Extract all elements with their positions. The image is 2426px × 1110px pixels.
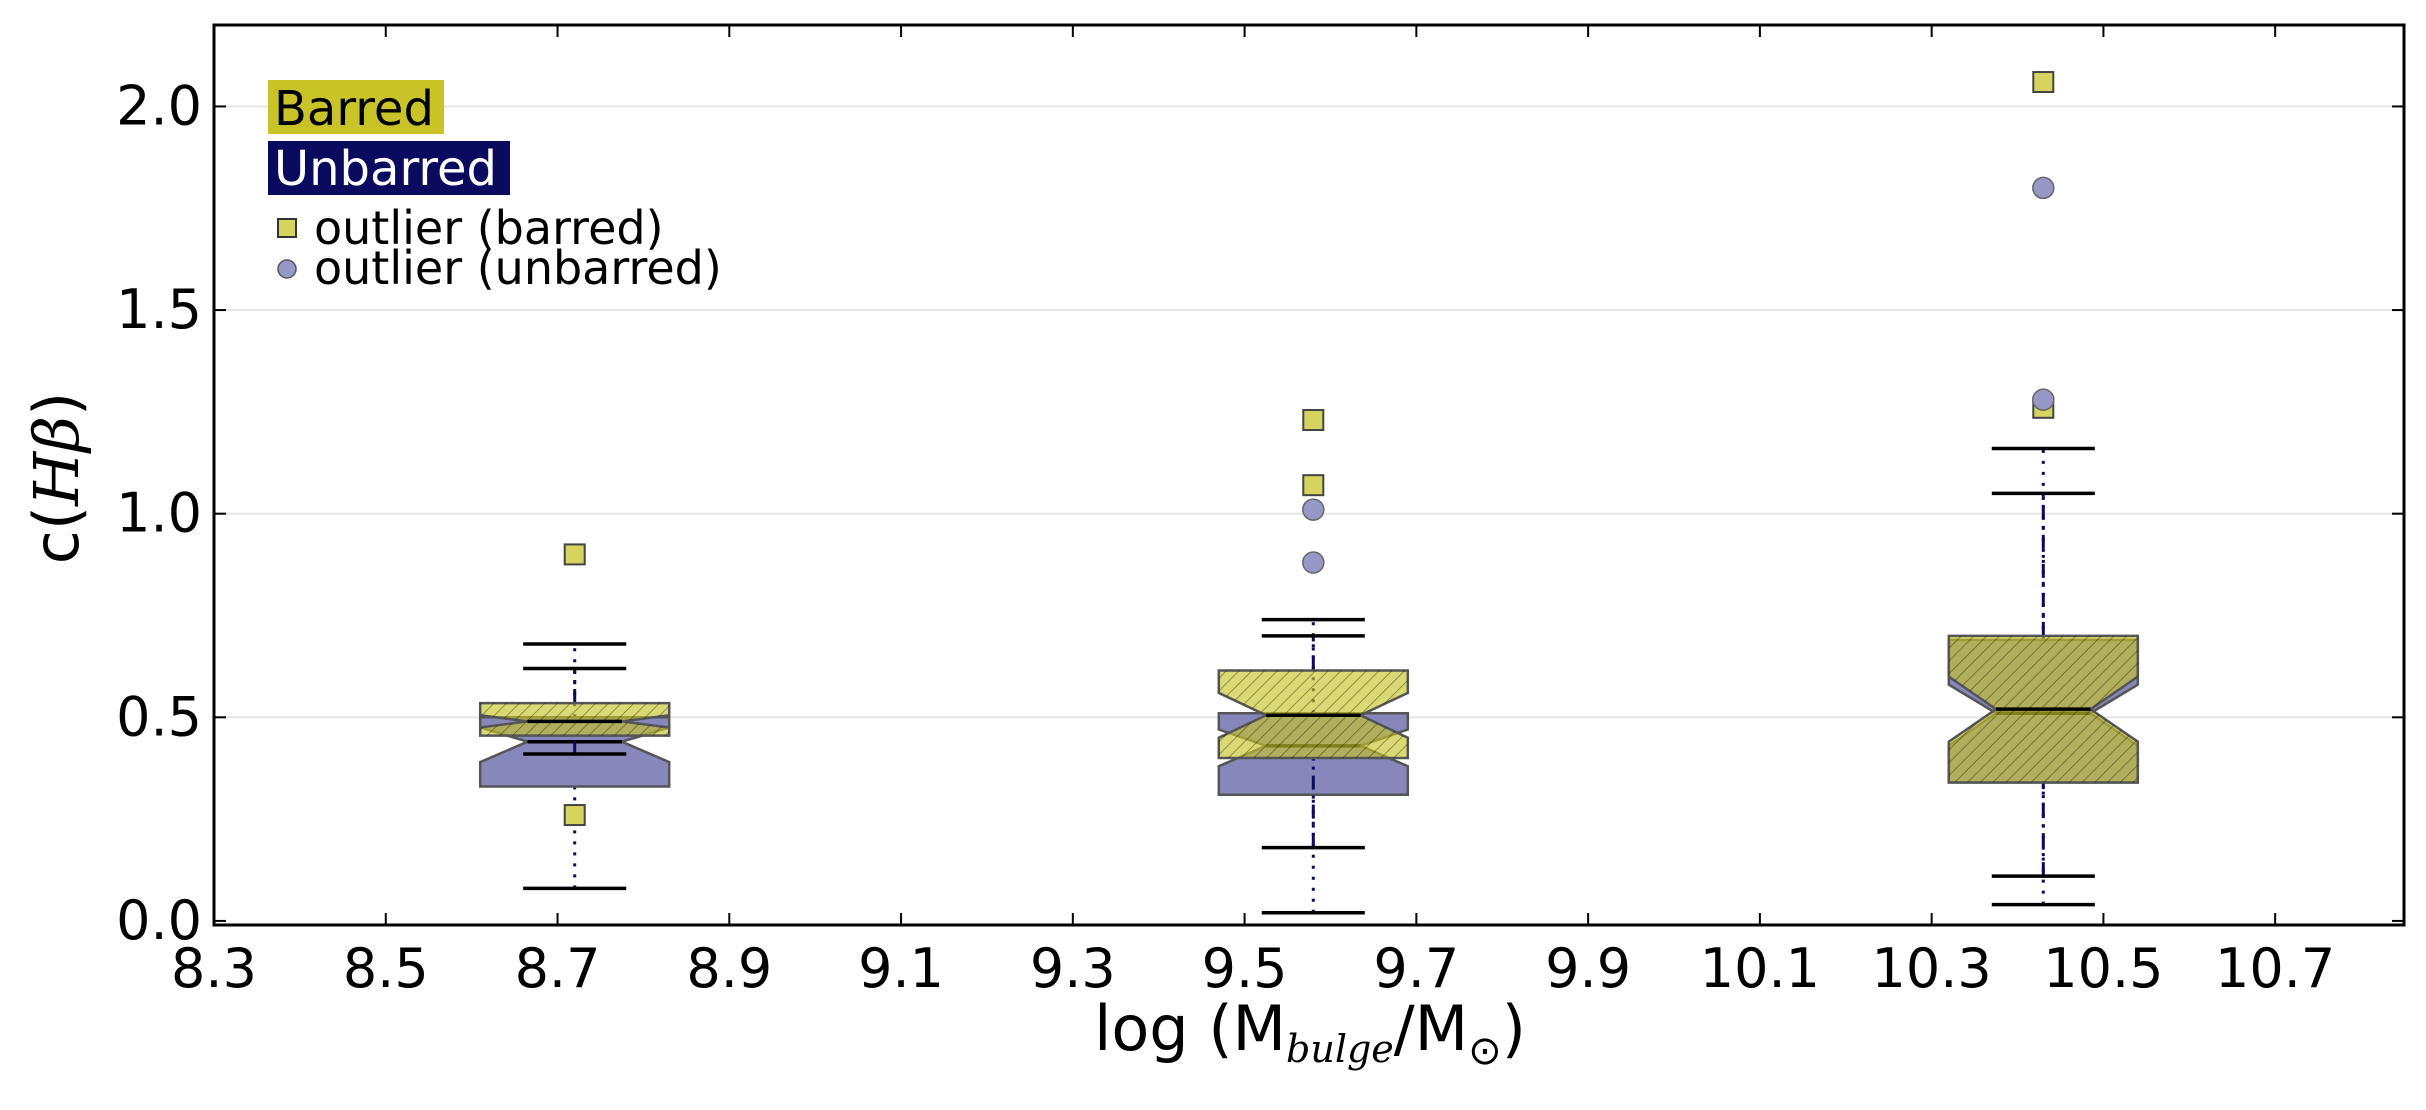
box-group (1947, 71, 2140, 907)
axis-ticks: 0.0 0.5 1.0 1.5 2.0 8.3 8.5 8.7 8.9 9.1 9.3 9.5 9.7 9… (116, 25, 2404, 1000)
legend-outlier-barred-marker (277, 218, 297, 238)
x-axis-title: log (Mbulge/M⊙) (1094, 992, 1526, 1074)
y-tick-label: 1.5 (116, 278, 202, 341)
x-tick-label: 10.3 (1872, 937, 1992, 1000)
y-tick-label: 2.0 (116, 74, 202, 137)
x-tick-label: 10.7 (2215, 937, 2335, 1000)
plot-frame (212, 23, 2406, 927)
x-tick-label: 8.5 (343, 937, 429, 1000)
y-tick-label: 0.5 (116, 685, 202, 748)
unbarred-outlier-point (2032, 388, 2055, 411)
x-tick-label: 8.9 (686, 937, 772, 1000)
barred-outlier-point (563, 804, 586, 827)
unbarred-outlier-point (1302, 551, 1325, 574)
x-tick-label: 9.5 (1202, 937, 1288, 1000)
y-axis-title: c(Hβ) (20, 392, 93, 564)
legend-barred-patch (268, 80, 444, 134)
barred-outlier-point (1302, 409, 1325, 432)
barred-outlier-point (2032, 71, 2055, 94)
legend-outlier-barred-label: outlier (barred) (314, 201, 664, 255)
box-plots (478, 71, 2140, 915)
x-tick-label: 8.7 (515, 937, 601, 1000)
box-group (478, 543, 671, 891)
x-tick-label: 9.3 (1030, 937, 1116, 1000)
x-tick-label: 9.1 (858, 937, 944, 1000)
y-tick-label: 0.0 (116, 889, 202, 952)
unbarred-outlier-point (1302, 498, 1325, 521)
x-tick-label: 9.9 (1545, 937, 1631, 1000)
barred-outlier-point (563, 543, 586, 566)
barred-outlier-point (1302, 474, 1325, 497)
box-group (1217, 409, 1410, 915)
legend-unbarred-patch (268, 141, 510, 195)
y-tick-label: 1.0 (116, 482, 202, 545)
unbarred-outlier-point (2032, 176, 2055, 200)
x-tick-label: 10.5 (2043, 937, 2163, 1000)
legend-outlier-unbarred-label: outlier (unbarred) (314, 241, 722, 295)
legend: Barred Unbarred outlier (barred) outlier… (268, 80, 722, 295)
legend-barred-label: Barred (274, 81, 434, 137)
barred-box-hatch (480, 703, 670, 736)
x-tick-label: 10.1 (1700, 937, 1820, 1000)
legend-unbarred-label: Unbarred (274, 141, 497, 197)
x-tick-label: 8.3 (171, 937, 257, 1000)
legend-outlier-unbarred-marker (277, 259, 297, 279)
x-tick-label: 9.7 (1373, 937, 1459, 1000)
